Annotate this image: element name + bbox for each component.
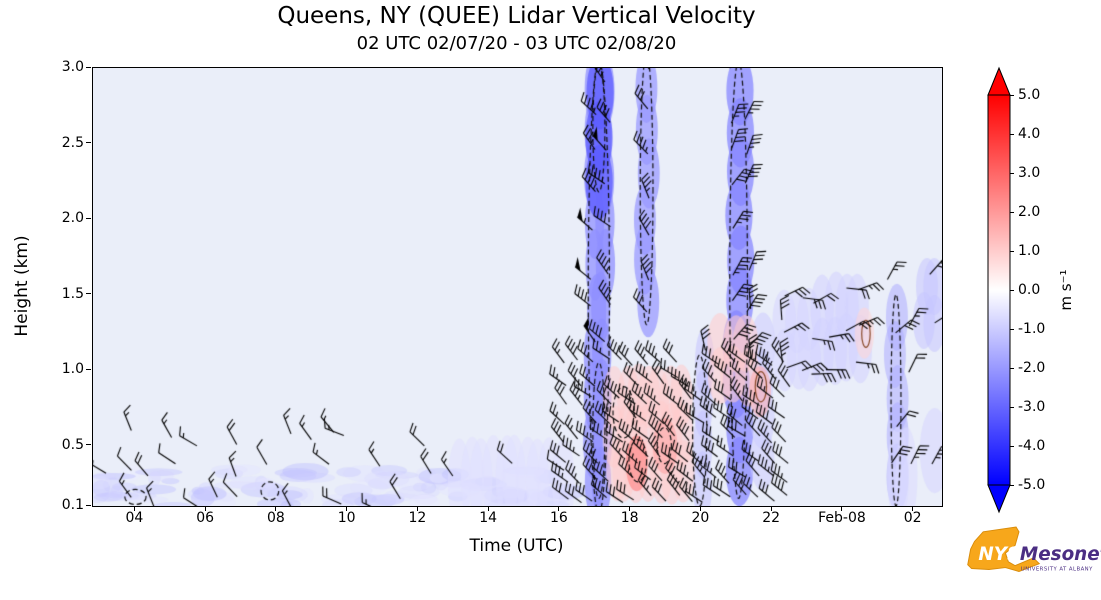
colorbar-tick-mark [1010, 484, 1014, 486]
colorbar-tick-mark [1010, 172, 1014, 174]
y-tick-label: 3.0 [61, 59, 84, 75]
colorbar-tick-label: 2.0 [1018, 204, 1041, 220]
x-tick-label: 14 [479, 510, 498, 526]
x-tick-mark [770, 506, 772, 511]
x-tick-mark [487, 506, 489, 511]
x-tick-mark [275, 506, 277, 511]
plot-area [92, 67, 943, 507]
x-tick-mark [133, 506, 135, 511]
colorbar-tick-mark [1010, 367, 1014, 369]
colorbar-tick-label: 4.0 [1018, 126, 1041, 142]
y-tick-mark [86, 217, 91, 219]
x-axis-label: Time (UTC) [469, 536, 564, 556]
x-tick-label: 12 [408, 510, 427, 526]
y-tick-mark [86, 66, 91, 68]
x-tick-label: 04 [125, 510, 144, 526]
x-tick-label: 06 [196, 510, 215, 526]
x-tick-label: Feb-08 [818, 510, 866, 526]
heatmap-canvas [93, 68, 942, 506]
colorbar-tick-label: 0.0 [1018, 282, 1041, 298]
logo-org-text: NYS [978, 544, 1020, 565]
y-tick-mark [86, 142, 91, 144]
colorbar-tick-mark [1010, 289, 1014, 291]
colorbar-extend-min [987, 484, 1011, 514]
nys-mesonet-logo: NYS Mesonet UNIVERSITY AT ALBANY [967, 526, 1101, 572]
y-tick-label: 1.0 [61, 361, 84, 378]
colorbar-gradient [987, 94, 1011, 486]
x-tick-mark [629, 506, 631, 511]
colorbar [987, 66, 1011, 514]
x-tick-label: 22 [762, 510, 781, 526]
y-tick-label: 2.5 [61, 134, 84, 151]
x-tick-label: 08 [267, 510, 285, 526]
colorbar-tick-label: -3.0 [1018, 399, 1046, 415]
colorbar-extend-max [987, 66, 1011, 96]
y-tick-label: 0.5 [61, 436, 84, 453]
colorbar-tick-label: 1.0 [1018, 243, 1041, 259]
x-tick-mark [699, 506, 701, 511]
y-axis-label: Height (km) [12, 235, 32, 337]
x-tick-mark [346, 506, 348, 511]
colorbar-tick-label: 5.0 [1018, 87, 1041, 103]
colorbar-tick-label: -5.0 [1018, 477, 1046, 493]
y-tick-mark [86, 504, 91, 506]
logo-tagline-text: UNIVERSITY AT ALBANY [1021, 566, 1093, 572]
colorbar-tick-mark [1010, 211, 1014, 213]
x-tick-label: 18 [620, 510, 639, 526]
colorbar-tick-mark [1010, 445, 1014, 447]
colorbar-tick-mark [1010, 406, 1014, 408]
y-tick-label: 2.0 [61, 210, 84, 227]
y-tick-label: 1.5 [61, 285, 84, 302]
chart-title: Queens, NY (QUEE) Lidar Vertical Velocit… [277, 3, 756, 29]
logo-name-text: Mesonet [1020, 544, 1101, 565]
y-tick-mark [86, 368, 91, 370]
colorbar-tick-mark [1010, 94, 1014, 96]
y-tick-label: 0.1 [61, 497, 84, 513]
chart-subtitle: 02 UTC 02/07/20 - 03 UTC 02/08/20 [356, 33, 677, 54]
x-tick-mark [416, 506, 418, 511]
colorbar-tick-label: -4.0 [1018, 438, 1046, 454]
colorbar-tick-label: -2.0 [1018, 360, 1046, 376]
ny-state-shape-icon [967, 526, 1041, 572]
x-tick-label: 02 [903, 510, 922, 526]
colorbar-tick-mark [1010, 133, 1014, 135]
x-tick-label: 20 [691, 510, 710, 526]
colorbar-tick-label: -1.0 [1018, 321, 1046, 337]
colorbar-tick-mark [1010, 328, 1014, 330]
x-tick-mark [841, 506, 843, 511]
y-tick-mark [86, 444, 91, 446]
x-tick-label: 10 [337, 510, 356, 526]
y-tick-mark [86, 293, 91, 295]
x-tick-mark [558, 506, 560, 511]
x-tick-mark [912, 506, 914, 511]
colorbar-tick-label: 3.0 [1018, 165, 1041, 181]
x-tick-mark [204, 506, 206, 511]
colorbar-label: m s⁻¹ [1057, 269, 1075, 311]
colorbar-tick-mark [1010, 250, 1014, 252]
x-tick-label: 16 [550, 510, 568, 526]
